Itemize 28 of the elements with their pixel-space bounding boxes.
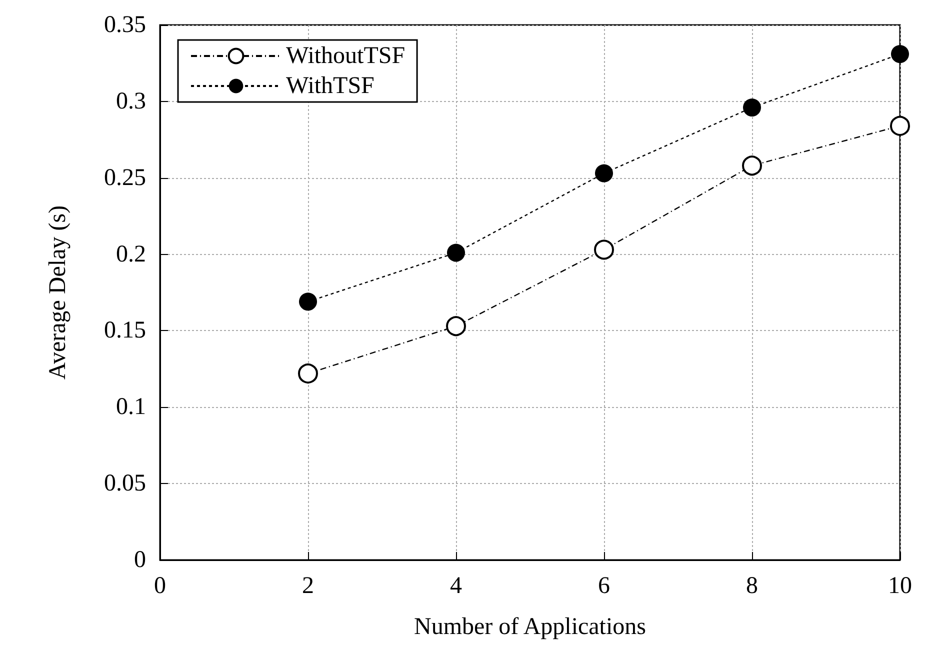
- point: [890, 116, 910, 136]
- x-tick-label: 6: [598, 573, 610, 599]
- point: [742, 156, 762, 176]
- x-tick-label: 8: [746, 573, 758, 599]
- y-tick-label: 0.35: [104, 12, 146, 38]
- y-tick-label: 0.25: [104, 164, 146, 191]
- point: [595, 164, 613, 182]
- y-tick-label: 0.15: [104, 318, 146, 344]
- y-tick-label: 0: [134, 547, 146, 573]
- x-tick-label: 0: [154, 573, 166, 599]
- y-axis-title: Average Delay (s): [45, 205, 71, 380]
- point: [447, 244, 465, 262]
- point: [298, 364, 318, 384]
- y-tick-label: 0.3: [116, 88, 146, 114]
- point: [299, 292, 317, 311]
- y-tick-label: 0.1: [116, 394, 146, 420]
- point: [594, 240, 614, 260]
- point: [743, 98, 761, 117]
- legend-label: WithoutTSF: [286, 43, 406, 69]
- legend-label: WithTSF: [286, 73, 374, 99]
- x-tick-label: 4: [450, 573, 462, 599]
- x-tick-label: 2: [302, 573, 314, 599]
- x-tick-label: 10: [888, 573, 912, 599]
- y-tick-label: 0.2: [116, 241, 146, 268]
- y-tick-label: 0.05: [104, 470, 146, 497]
- point: [446, 316, 466, 336]
- x-axis-title: Number of Applications: [414, 614, 646, 640]
- point: [891, 45, 909, 64]
